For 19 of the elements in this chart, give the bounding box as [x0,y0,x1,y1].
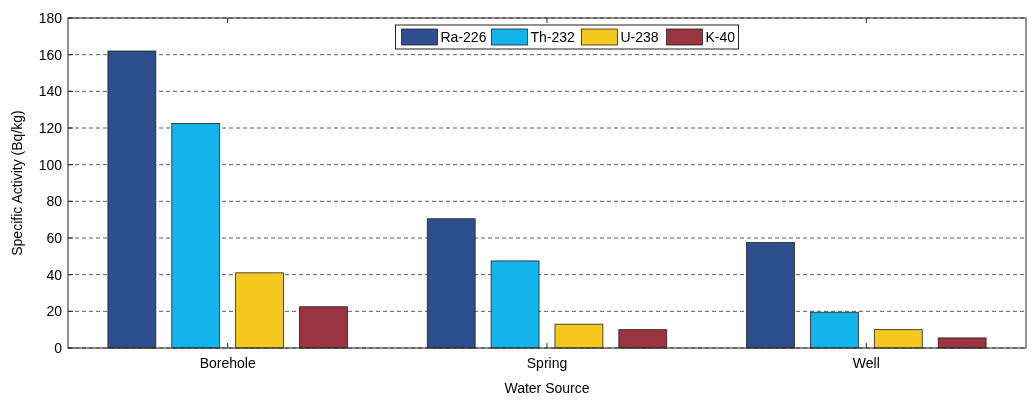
x-tick-label: Well [852,355,880,371]
x-axis-title: Water Source [504,380,590,396]
y-axis-title: Specific Activity (Bq/kg) [9,110,25,256]
y-tick-label: 180 [38,9,63,26]
x-tick-label: Spring [526,355,568,371]
legend-label: U-238 [620,28,659,45]
y-tick-label: 100 [38,156,63,173]
y-tick-label: 60 [46,229,63,246]
y-tick-label: 80 [46,193,63,210]
legend-label: Ra-226 [440,28,487,45]
legend-label: Th-232 [530,28,576,45]
y-tick-label: 140 [38,83,63,100]
y-tick-label: 40 [46,266,63,283]
legend-label: K-40 [705,28,736,45]
x-tick-label: Borehole [199,355,256,371]
y-tick-label: 0 [54,339,63,356]
y-tick-label: 160 [38,46,63,63]
y-tick-label: 120 [38,119,63,136]
y-tick-label: 20 [46,303,63,320]
